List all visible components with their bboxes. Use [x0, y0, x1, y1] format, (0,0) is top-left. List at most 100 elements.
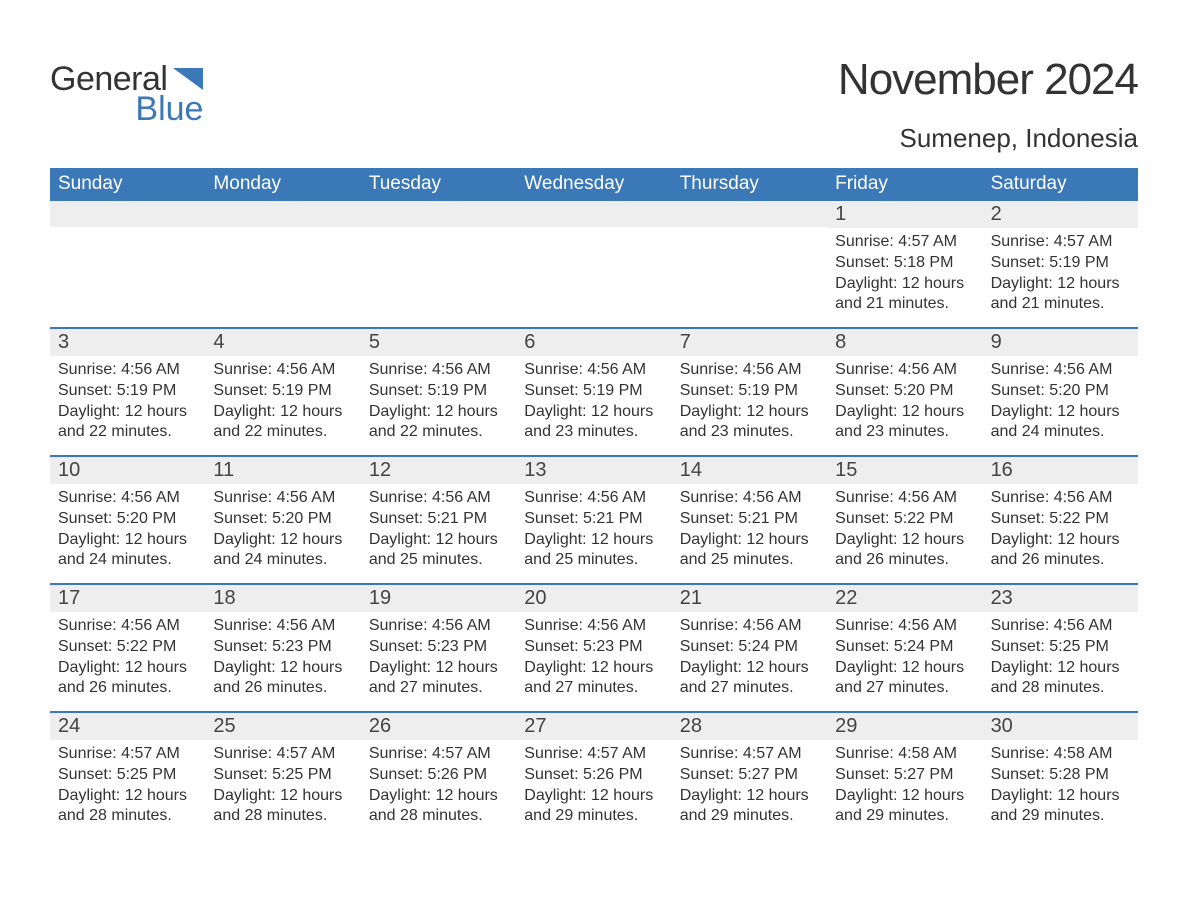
day-number: 12	[361, 457, 516, 484]
sunset-text: Sunset: 5:25 PM	[213, 765, 352, 786]
day-cell: 12Sunrise: 4:56 AMSunset: 5:21 PMDayligh…	[361, 457, 516, 583]
day-content: Sunrise: 4:56 AMSunset: 5:23 PMDaylight:…	[205, 612, 360, 707]
day-content: Sunrise: 4:56 AMSunset: 5:19 PMDaylight:…	[205, 356, 360, 451]
day-number: 18	[205, 585, 360, 612]
daylight-text: Daylight: 12 hours and 29 minutes.	[835, 786, 974, 828]
day-cell: 15Sunrise: 4:56 AMSunset: 5:22 PMDayligh…	[827, 457, 982, 583]
day-content: Sunrise: 4:58 AMSunset: 5:28 PMDaylight:…	[983, 740, 1138, 835]
sunset-text: Sunset: 5:22 PM	[991, 509, 1130, 530]
sunset-text: Sunset: 5:26 PM	[524, 765, 663, 786]
sunrise-text: Sunrise: 4:58 AM	[991, 744, 1130, 765]
day-number: 6	[516, 329, 671, 356]
daylight-text: Daylight: 12 hours and 27 minutes.	[835, 658, 974, 700]
dow-sunday: Sunday	[50, 168, 205, 201]
day-number: 4	[205, 329, 360, 356]
daylight-text: Daylight: 12 hours and 28 minutes.	[213, 786, 352, 828]
daylight-text: Daylight: 12 hours and 27 minutes.	[369, 658, 508, 700]
day-content: Sunrise: 4:57 AMSunset: 5:27 PMDaylight:…	[672, 740, 827, 835]
day-number: 2	[983, 201, 1138, 228]
sunset-text: Sunset: 5:23 PM	[213, 637, 352, 658]
day-content: Sunrise: 4:58 AMSunset: 5:27 PMDaylight:…	[827, 740, 982, 835]
day-number: 17	[50, 585, 205, 612]
daylight-text: Daylight: 12 hours and 26 minutes.	[835, 530, 974, 572]
sunrise-text: Sunrise: 4:56 AM	[524, 360, 663, 381]
daylight-text: Daylight: 12 hours and 25 minutes.	[680, 530, 819, 572]
sunrise-text: Sunrise: 4:57 AM	[58, 744, 197, 765]
sunrise-text: Sunrise: 4:57 AM	[213, 744, 352, 765]
day-number: 26	[361, 713, 516, 740]
day-content: Sunrise: 4:56 AMSunset: 5:21 PMDaylight:…	[361, 484, 516, 579]
day-cell: 17Sunrise: 4:56 AMSunset: 5:22 PMDayligh…	[50, 585, 205, 711]
day-cell	[516, 201, 671, 327]
sunrise-text: Sunrise: 4:56 AM	[835, 616, 974, 637]
day-cell: 2Sunrise: 4:57 AMSunset: 5:19 PMDaylight…	[983, 201, 1138, 327]
sunset-text: Sunset: 5:19 PM	[213, 381, 352, 402]
day-cell: 16Sunrise: 4:56 AMSunset: 5:22 PMDayligh…	[983, 457, 1138, 583]
sunrise-text: Sunrise: 4:56 AM	[835, 488, 974, 509]
day-number: 29	[827, 713, 982, 740]
month-title: November 2024	[838, 55, 1138, 105]
daylight-text: Daylight: 12 hours and 23 minutes.	[524, 402, 663, 444]
day-number: 30	[983, 713, 1138, 740]
day-number: 9	[983, 329, 1138, 356]
sunrise-text: Sunrise: 4:58 AM	[835, 744, 974, 765]
sunrise-text: Sunrise: 4:56 AM	[991, 488, 1130, 509]
day-content: Sunrise: 4:56 AMSunset: 5:23 PMDaylight:…	[361, 612, 516, 707]
day-cell: 20Sunrise: 4:56 AMSunset: 5:23 PMDayligh…	[516, 585, 671, 711]
sunset-text: Sunset: 5:20 PM	[991, 381, 1130, 402]
daylight-text: Daylight: 12 hours and 24 minutes.	[213, 530, 352, 572]
week-row: 10Sunrise: 4:56 AMSunset: 5:20 PMDayligh…	[50, 455, 1138, 583]
day-cell: 1Sunrise: 4:57 AMSunset: 5:18 PMDaylight…	[827, 201, 982, 327]
day-number: 10	[50, 457, 205, 484]
sunset-text: Sunset: 5:27 PM	[680, 765, 819, 786]
day-cell: 10Sunrise: 4:56 AMSunset: 5:20 PMDayligh…	[50, 457, 205, 583]
sunset-text: Sunset: 5:24 PM	[680, 637, 819, 658]
sunrise-text: Sunrise: 4:56 AM	[680, 360, 819, 381]
day-content: Sunrise: 4:56 AMSunset: 5:24 PMDaylight:…	[672, 612, 827, 707]
dow-friday: Friday	[827, 168, 982, 201]
day-content: Sunrise: 4:57 AMSunset: 5:19 PMDaylight:…	[983, 228, 1138, 323]
day-of-week-header: SundayMondayTuesdayWednesdayThursdayFrid…	[50, 168, 1138, 201]
day-content: Sunrise: 4:57 AMSunset: 5:26 PMDaylight:…	[361, 740, 516, 835]
daylight-text: Daylight: 12 hours and 29 minutes.	[680, 786, 819, 828]
sunrise-text: Sunrise: 4:57 AM	[680, 744, 819, 765]
week-row: 1Sunrise: 4:57 AMSunset: 5:18 PMDaylight…	[50, 201, 1138, 327]
sunset-text: Sunset: 5:23 PM	[524, 637, 663, 658]
day-number: 22	[827, 585, 982, 612]
sunset-text: Sunset: 5:28 PM	[991, 765, 1130, 786]
sunrise-text: Sunrise: 4:56 AM	[213, 360, 352, 381]
empty-day-band	[672, 201, 827, 227]
sunrise-text: Sunrise: 4:56 AM	[58, 616, 197, 637]
daylight-text: Daylight: 12 hours and 28 minutes.	[369, 786, 508, 828]
day-content: Sunrise: 4:57 AMSunset: 5:18 PMDaylight:…	[827, 228, 982, 323]
sunrise-text: Sunrise: 4:56 AM	[524, 488, 663, 509]
day-content: Sunrise: 4:56 AMSunset: 5:21 PMDaylight:…	[672, 484, 827, 579]
day-content: Sunrise: 4:57 AMSunset: 5:26 PMDaylight:…	[516, 740, 671, 835]
dow-tuesday: Tuesday	[361, 168, 516, 201]
sunrise-text: Sunrise: 4:56 AM	[369, 488, 508, 509]
day-cell: 9Sunrise: 4:56 AMSunset: 5:20 PMDaylight…	[983, 329, 1138, 455]
day-number: 21	[672, 585, 827, 612]
day-cell: 25Sunrise: 4:57 AMSunset: 5:25 PMDayligh…	[205, 713, 360, 839]
daylight-text: Daylight: 12 hours and 21 minutes.	[991, 274, 1130, 316]
day-cell: 5Sunrise: 4:56 AMSunset: 5:19 PMDaylight…	[361, 329, 516, 455]
daylight-text: Daylight: 12 hours and 29 minutes.	[524, 786, 663, 828]
sunset-text: Sunset: 5:19 PM	[58, 381, 197, 402]
day-number: 20	[516, 585, 671, 612]
empty-day-band	[205, 201, 360, 227]
empty-day-band	[50, 201, 205, 227]
daylight-text: Daylight: 12 hours and 25 minutes.	[369, 530, 508, 572]
day-number: 1	[827, 201, 982, 228]
day-cell: 8Sunrise: 4:56 AMSunset: 5:20 PMDaylight…	[827, 329, 982, 455]
day-content: Sunrise: 4:56 AMSunset: 5:23 PMDaylight:…	[516, 612, 671, 707]
day-cell: 4Sunrise: 4:56 AMSunset: 5:19 PMDaylight…	[205, 329, 360, 455]
day-content: Sunrise: 4:56 AMSunset: 5:22 PMDaylight:…	[827, 484, 982, 579]
day-cell: 14Sunrise: 4:56 AMSunset: 5:21 PMDayligh…	[672, 457, 827, 583]
day-number: 13	[516, 457, 671, 484]
day-cell	[50, 201, 205, 327]
day-number: 23	[983, 585, 1138, 612]
title-block: November 2024 Sumenep, Indonesia	[838, 55, 1138, 154]
day-content: Sunrise: 4:57 AMSunset: 5:25 PMDaylight:…	[205, 740, 360, 835]
sunset-text: Sunset: 5:21 PM	[680, 509, 819, 530]
sunset-text: Sunset: 5:21 PM	[369, 509, 508, 530]
